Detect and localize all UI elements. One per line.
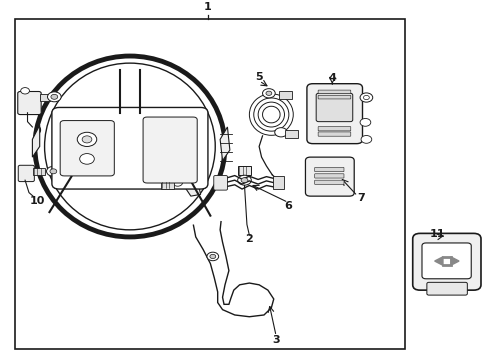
Circle shape <box>274 128 287 137</box>
Text: 7: 7 <box>357 193 365 203</box>
FancyBboxPatch shape <box>318 132 350 136</box>
FancyBboxPatch shape <box>143 117 197 183</box>
FancyBboxPatch shape <box>314 167 343 172</box>
FancyBboxPatch shape <box>52 108 207 189</box>
Text: 6: 6 <box>284 201 292 211</box>
FancyBboxPatch shape <box>318 127 350 131</box>
FancyBboxPatch shape <box>18 165 34 181</box>
Circle shape <box>51 94 58 99</box>
Ellipse shape <box>44 63 215 230</box>
FancyBboxPatch shape <box>318 90 350 94</box>
FancyBboxPatch shape <box>285 130 297 138</box>
Text: 8: 8 <box>155 193 163 203</box>
FancyBboxPatch shape <box>40 94 50 101</box>
Text: 10: 10 <box>29 197 45 206</box>
Circle shape <box>262 89 275 98</box>
FancyBboxPatch shape <box>306 84 362 144</box>
Circle shape <box>360 135 371 143</box>
Bar <box>15 19 405 349</box>
FancyBboxPatch shape <box>238 166 250 175</box>
Polygon shape <box>32 125 40 157</box>
FancyBboxPatch shape <box>279 91 291 99</box>
Circle shape <box>237 175 251 185</box>
FancyBboxPatch shape <box>314 174 343 178</box>
Text: *: * <box>365 136 368 143</box>
FancyBboxPatch shape <box>33 168 45 175</box>
FancyBboxPatch shape <box>426 282 467 295</box>
FancyBboxPatch shape <box>213 176 227 190</box>
Text: 9: 9 <box>33 126 41 135</box>
Text: *: * <box>365 119 368 125</box>
Text: 3: 3 <box>272 335 280 345</box>
FancyBboxPatch shape <box>318 95 350 99</box>
FancyBboxPatch shape <box>18 91 41 114</box>
Circle shape <box>50 169 57 174</box>
Text: 4: 4 <box>327 73 336 84</box>
Text: 1: 1 <box>203 3 211 12</box>
Polygon shape <box>450 257 458 265</box>
FancyBboxPatch shape <box>314 180 343 184</box>
Text: 11: 11 <box>428 229 444 239</box>
FancyBboxPatch shape <box>305 157 353 196</box>
Circle shape <box>20 87 29 94</box>
Text: 2: 2 <box>245 234 253 244</box>
Circle shape <box>82 136 92 143</box>
FancyBboxPatch shape <box>161 181 174 189</box>
Circle shape <box>359 118 370 126</box>
FancyBboxPatch shape <box>421 243 470 279</box>
FancyBboxPatch shape <box>60 121 114 176</box>
Circle shape <box>265 91 271 95</box>
Circle shape <box>46 166 60 176</box>
Circle shape <box>209 254 215 258</box>
Text: 5: 5 <box>255 72 263 82</box>
Circle shape <box>363 95 368 100</box>
Circle shape <box>206 252 218 261</box>
FancyBboxPatch shape <box>316 93 352 122</box>
FancyBboxPatch shape <box>412 233 480 290</box>
Ellipse shape <box>35 56 224 237</box>
Circle shape <box>241 178 247 183</box>
Circle shape <box>359 93 372 102</box>
Polygon shape <box>182 173 200 196</box>
Circle shape <box>77 132 97 147</box>
Circle shape <box>80 154 94 164</box>
Circle shape <box>47 92 61 102</box>
Circle shape <box>172 179 182 186</box>
Polygon shape <box>220 127 229 161</box>
FancyBboxPatch shape <box>272 176 283 189</box>
Polygon shape <box>434 257 442 265</box>
